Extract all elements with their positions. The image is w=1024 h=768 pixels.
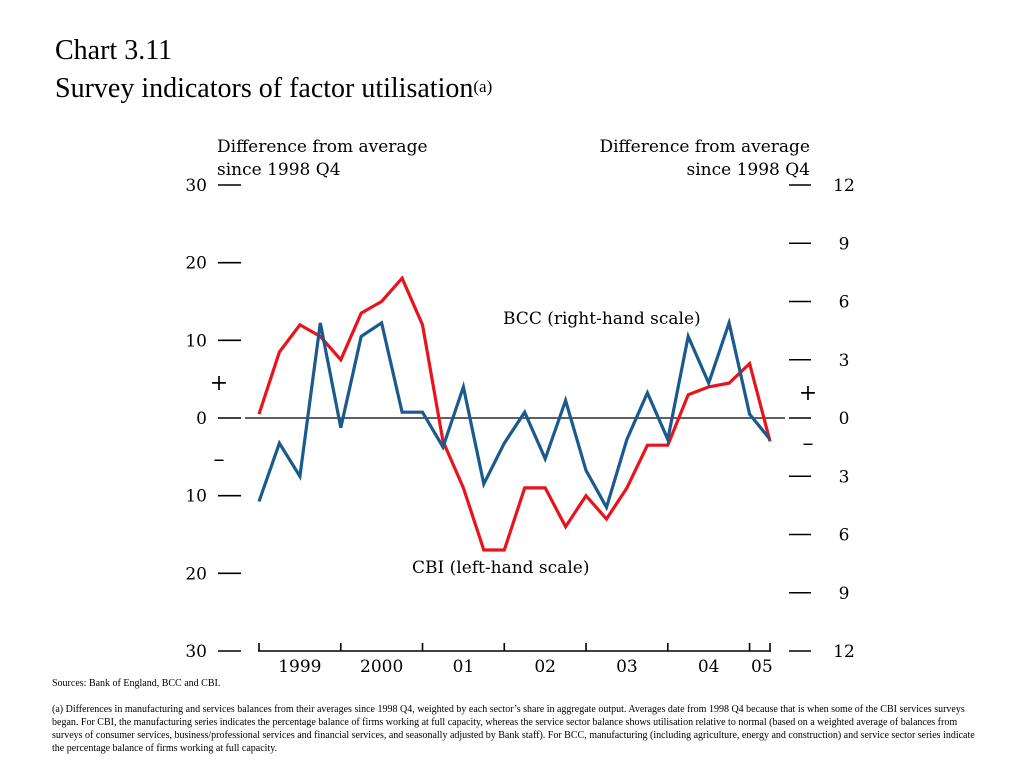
right-tick-label: 6 — [839, 526, 850, 546]
right-tick-label: 12 — [833, 176, 855, 196]
right-axis-label-line: Difference from average — [599, 137, 810, 157]
x-tick-label: 1999 — [278, 657, 321, 677]
x-tick-label: 2000 — [360, 657, 403, 677]
right-tick-label: 0 — [839, 409, 850, 429]
left-axis-label-line: since 1998 Q4 — [217, 160, 341, 180]
x-tick-label: 05 — [751, 657, 773, 677]
left-tick-label: 30 — [185, 176, 207, 196]
left-plus-sign: + — [210, 371, 228, 396]
x-tick-label: 02 — [534, 657, 556, 677]
chart-title-block: Chart 3.11 Survey indicators of factor u… — [55, 32, 492, 108]
x-tick-label: 01 — [453, 657, 475, 677]
chart-title-text: Survey indicators of factor utilisation — [55, 73, 474, 104]
left-tick-label: 20 — [185, 254, 207, 274]
right-tick-label: 3 — [839, 351, 850, 371]
left-tick-label: 30 — [185, 642, 207, 662]
x-tick-label: 04 — [698, 657, 720, 677]
bcc-series-label: BCC (right-hand scale) — [503, 309, 701, 329]
left-minus-sign: – — [214, 447, 225, 472]
cbi-series-label: CBI (left-hand scale) — [412, 558, 589, 578]
right-axis-label-line: since 1998 Q4 — [686, 160, 810, 180]
left-axis-label-line: Difference from average — [217, 137, 428, 157]
right-tick-label: 9 — [839, 584, 850, 604]
sources-note: Sources: Bank of England, BCC and CBI. — [52, 678, 221, 689]
left-tick-label: 20 — [185, 564, 207, 584]
x-tick-label: 03 — [616, 657, 638, 677]
series-layer — [257, 275, 772, 552]
left-tick-label: 0 — [196, 409, 207, 429]
label-layer: Difference from average since 1998 Q4 Diff… — [185, 137, 854, 677]
left-tick-label: 10 — [185, 331, 207, 351]
chart-title: Survey indicators of factor utilisation(… — [55, 70, 492, 108]
right-tick-label: 6 — [839, 293, 850, 313]
right-tick-label: 9 — [839, 234, 850, 254]
right-tick-label: 3 — [839, 467, 850, 487]
left-tick-label: 10 — [185, 487, 207, 507]
bcc-series-line — [257, 316, 772, 512]
chart-number: Chart 3.11 — [55, 35, 173, 66]
right-minus-sign: – — [803, 431, 814, 456]
right-plus-sign: + — [799, 381, 817, 406]
chart-title-note: (a) — [473, 77, 493, 96]
footnote: (a) Differences in manufacturing and ser… — [52, 704, 975, 754]
axes-layer — [218, 184, 811, 652]
cbi-series-line — [257, 275, 772, 552]
right-tick-label: 12 — [833, 642, 855, 662]
